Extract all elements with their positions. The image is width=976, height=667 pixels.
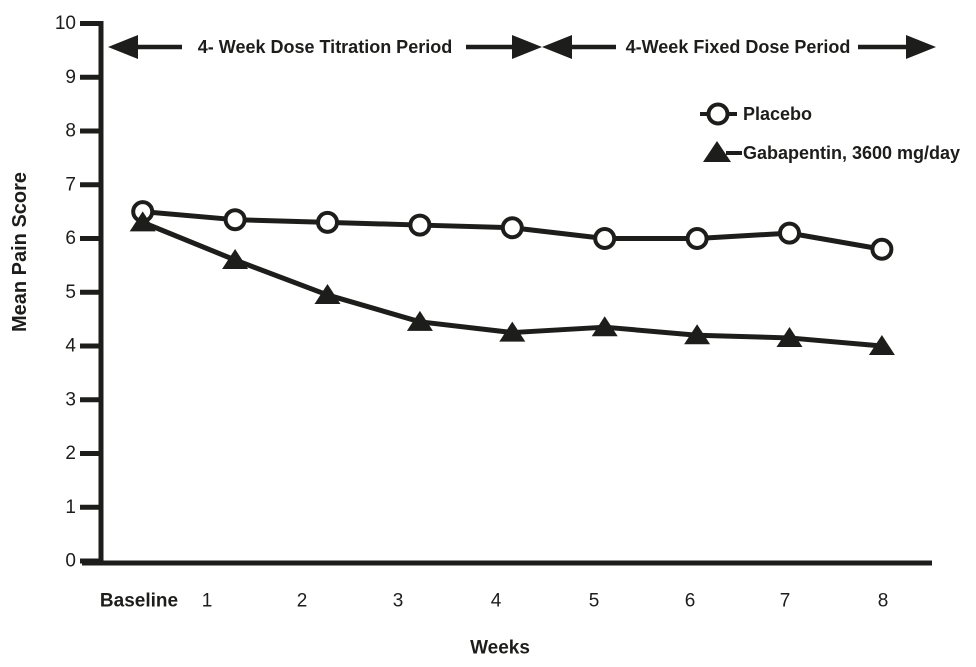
data-point-gabapentin <box>776 326 803 347</box>
data-point-placebo <box>593 227 617 250</box>
data-point-placebo <box>870 237 894 261</box>
y-tick-label: 1 <box>65 497 76 518</box>
legend-label-gabapentin: Gabapentin, 3600 mg/day <box>743 143 960 163</box>
y-tick-label: 2 <box>65 443 76 464</box>
data-point-placebo <box>408 213 432 237</box>
x-tick-label: 8 <box>878 591 889 612</box>
period-annotations: 4- Week Dose Titration Period 4-Week Fixe… <box>108 35 936 59</box>
x-tick-label: 7 <box>780 591 791 612</box>
data-point-gabapentin <box>129 211 156 232</box>
y-tick-label: 10 <box>55 13 76 34</box>
data-point-placebo <box>223 208 247 232</box>
legend-label-placebo: Placebo <box>743 104 812 124</box>
axes: 0 1 2 3 4 5 6 7 8 9 10 Baseline 1 2 3 4 5 6 7 8 Weeks Mean Pa… <box>9 13 932 659</box>
data-point-placebo <box>500 216 524 240</box>
data-point-placebo <box>316 210 339 234</box>
series-gabapentin <box>129 211 895 355</box>
x-tick-label: 1 <box>202 591 213 612</box>
x-tick-label: 6 <box>685 591 696 612</box>
data-point-placebo <box>778 221 801 245</box>
data-point-gabapentin <box>499 321 526 342</box>
x-tick-label: 4 <box>491 591 502 612</box>
y-tick-label: 7 <box>65 174 76 195</box>
legend-item-placebo: Placebo <box>700 102 812 126</box>
x-tick-label: 2 <box>297 591 308 612</box>
data-point-gabapentin <box>868 335 895 355</box>
y-axis-title: Mean Pain Score <box>9 172 31 332</box>
data-point-gabapentin <box>684 324 711 345</box>
x-tick-label: 5 <box>589 591 600 612</box>
annotation-fixed-dose-label: 4-Week Fixed Dose Period <box>626 37 851 57</box>
data-point-gabapentin <box>591 316 618 337</box>
x-tick-label: 3 <box>393 591 404 612</box>
annotation-dose-titration-period: 4- Week Dose Titration Period <box>108 35 542 59</box>
y-tick-label: 3 <box>65 389 76 410</box>
filled-triangle-marker-icon <box>703 141 731 162</box>
y-tick-label: 9 <box>65 67 76 88</box>
data-point-gabapentin <box>406 310 433 331</box>
arrowhead-left-icon <box>108 35 138 59</box>
legend-item-gabapentin: Gabapentin, 3600 mg/day <box>703 141 960 163</box>
annotation-dose-titration-label: 4- Week Dose Titration Period <box>198 37 452 57</box>
arrowhead-right-icon <box>906 35 936 59</box>
y-tick-label: 6 <box>65 228 76 249</box>
data-point-gabapentin <box>222 249 249 269</box>
x-tick-label: Baseline <box>100 591 178 612</box>
arrowhead-right-icon <box>512 35 542 59</box>
data-point-gabapentin <box>314 283 341 304</box>
y-tick-label: 4 <box>65 336 76 357</box>
data-point-placebo <box>685 227 709 250</box>
series-placebo <box>131 200 894 261</box>
legend: Placebo Gabapentin, 3600 mg/day <box>700 102 960 163</box>
annotation-fixed-dose-period: 4-Week Fixed Dose Period <box>542 35 936 59</box>
y-tick-label: 8 <box>65 121 76 142</box>
open-circle-marker-icon <box>706 102 730 126</box>
y-tick-label: 0 <box>65 551 76 572</box>
x-axis-title: Weeks <box>470 638 530 659</box>
y-tick-label: 5 <box>65 282 76 303</box>
arrowhead-left-icon <box>542 35 572 59</box>
